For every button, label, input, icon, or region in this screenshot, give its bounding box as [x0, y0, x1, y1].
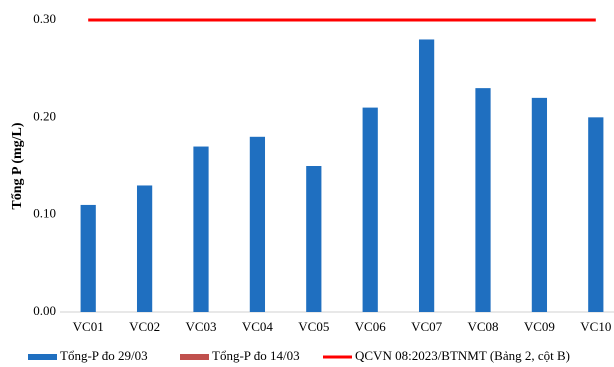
x-tick-label: VC08: [467, 319, 498, 334]
legend-label: Tổng-P đo 29/03: [60, 348, 148, 363]
bar: [80, 204, 96, 312]
x-tick-label: VC07: [411, 319, 443, 334]
y-axis-title: Tổng P (mg/L): [10, 122, 25, 209]
x-tick-label: VC09: [524, 319, 555, 334]
y-tick-label: 0.10: [33, 206, 56, 221]
legend-label: Tổng-P đo 14/03: [212, 348, 300, 363]
x-tick-label: VC05: [298, 319, 329, 334]
bar: [362, 107, 378, 312]
x-tick-label: VC06: [355, 319, 387, 334]
legend-swatch: [180, 354, 209, 360]
x-tick-label: VC10: [580, 319, 611, 334]
y-tick-label: 0.20: [33, 108, 56, 123]
bar: [249, 136, 266, 312]
x-tick-label: VC01: [73, 319, 104, 334]
bar: [531, 97, 548, 312]
x-tick-label: VC02: [129, 319, 160, 334]
bar: [136, 185, 153, 312]
bar: [475, 88, 491, 312]
legend-swatch: [28, 354, 57, 360]
bar: [193, 146, 209, 312]
y-tick-label: 0.30: [33, 11, 56, 26]
bar: [306, 166, 322, 312]
y-tick-label: 0.00: [33, 303, 56, 318]
bar: [588, 117, 604, 312]
legend-label: QCVN 08:2023/BTNMT (Bảng 2, cột B): [355, 348, 570, 363]
x-tick-label: VC04: [242, 319, 274, 334]
bar: [418, 39, 435, 312]
x-tick-label: VC03: [185, 319, 216, 334]
